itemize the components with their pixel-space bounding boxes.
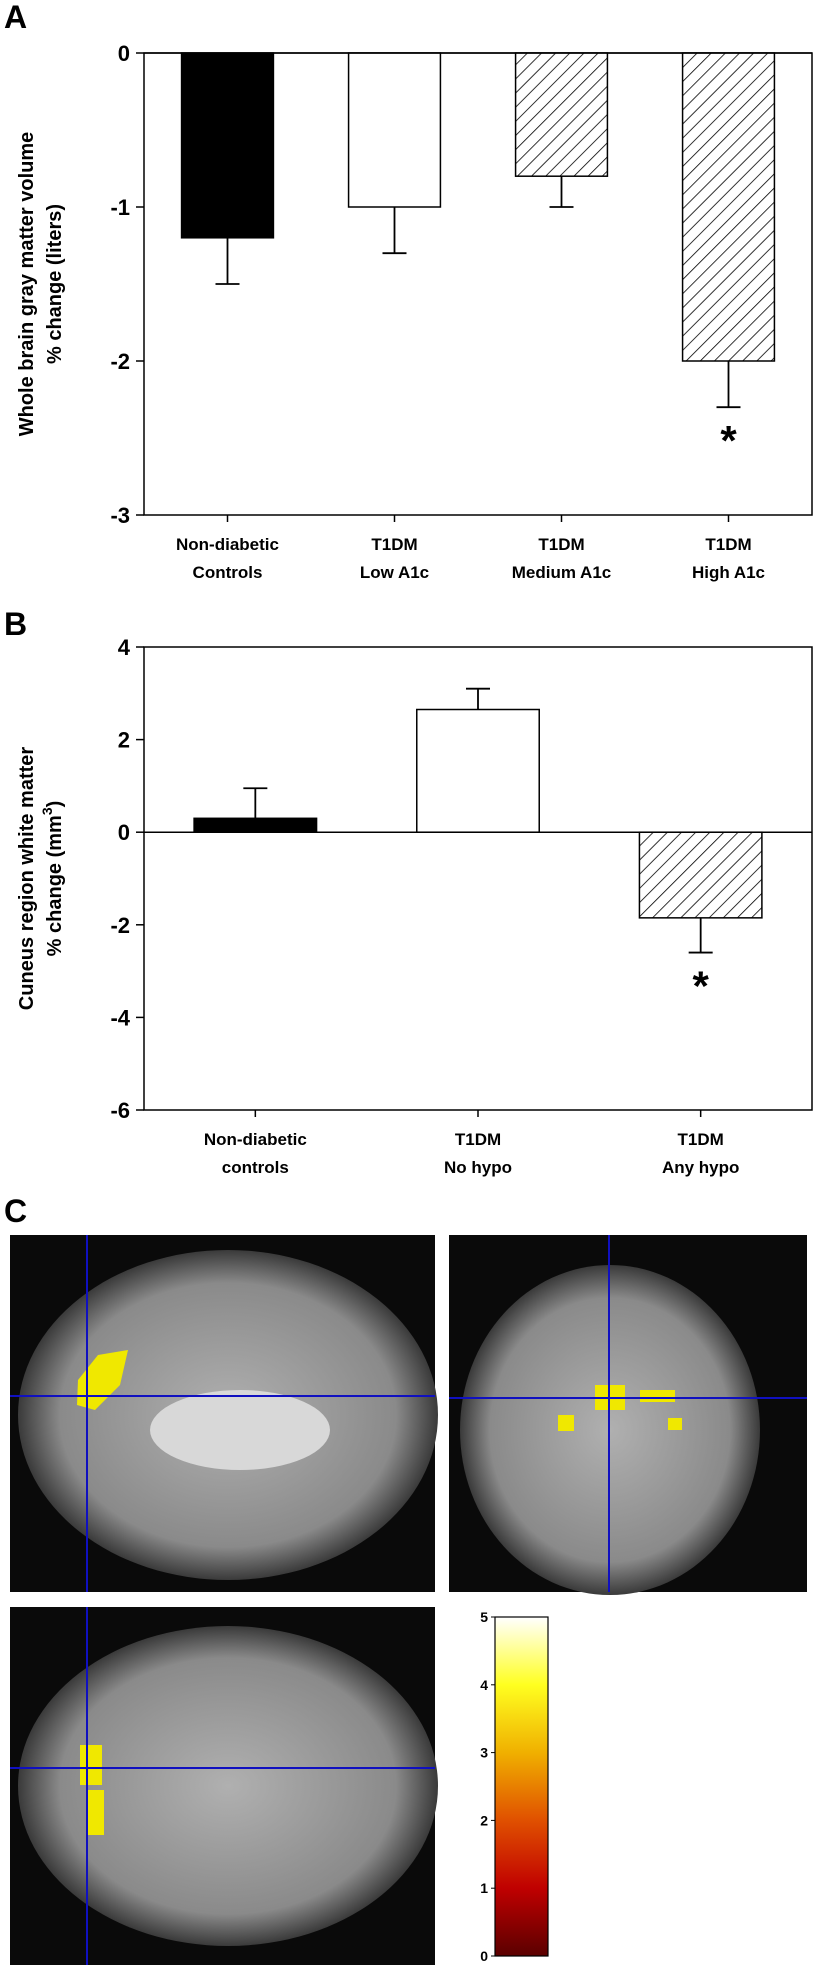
y-tick-label: -1: [110, 195, 130, 220]
bar: [416, 708, 540, 833]
coronal-image: [449, 1235, 807, 1595]
bar: [638, 831, 763, 919]
x-tick-label: T1DM: [678, 1130, 724, 1149]
y-tick-label: -6: [110, 1098, 130, 1123]
sagittal-image: [10, 1235, 438, 1592]
colorbar-tick-label: 1: [480, 1880, 488, 1896]
y-axis-label: Whole brain gray matter volume: [16, 132, 38, 437]
y-tick-label: 4: [118, 635, 131, 660]
error-bar: [688, 917, 713, 954]
y-tick-label: 0: [118, 820, 130, 845]
panel-label: C: [4, 1193, 27, 1229]
y-tick-label: -2: [110, 349, 130, 374]
y-axis-label: % change (mm3): [39, 801, 66, 957]
panel-label: A: [4, 0, 27, 35]
error-bar: [215, 237, 240, 285]
colorbar-tick-label: 3: [480, 1745, 488, 1761]
colorbar-tick-label: 5: [480, 1609, 488, 1625]
y-tick-label: 2: [118, 728, 130, 753]
bar: [681, 52, 776, 362]
x-tick-label: Medium A1c: [512, 563, 612, 582]
bar: [347, 52, 442, 208]
bar: [514, 52, 609, 177]
y-tick-label: -4: [110, 1005, 130, 1030]
y-axis-label-part: ): [44, 801, 66, 808]
x-tick-label: No hypo: [444, 1158, 512, 1177]
error-bar: [466, 687, 490, 710]
colorbar-tick-label: 2: [480, 1812, 488, 1828]
bar: [193, 817, 318, 833]
error-bar: [382, 207, 407, 255]
x-tick-label: Non-diabetic: [204, 1130, 307, 1149]
colorbar-tick-label: 4: [480, 1677, 488, 1693]
y-axis-label: % change (liters): [44, 204, 66, 364]
y-axis-label-part: % change (mm: [44, 815, 66, 956]
x-tick-label: T1DM: [371, 535, 417, 554]
bar: [180, 52, 275, 239]
error-bar: [716, 361, 741, 409]
axial-image: [10, 1607, 438, 1965]
x-tick-label: T1DM: [705, 535, 751, 554]
x-tick-label: Non-diabetic: [176, 535, 279, 554]
x-tick-label: controls: [222, 1158, 289, 1177]
x-tick-label: Any hypo: [662, 1158, 739, 1177]
error-bar: [549, 176, 574, 208]
panel-label: B: [4, 606, 27, 642]
x-tick-label: Low A1c: [360, 563, 429, 582]
annotation: *: [720, 417, 737, 464]
y-axis-label: Cuneus region white matter: [16, 747, 38, 1011]
y-tick-label: -2: [110, 913, 130, 938]
x-tick-label: T1DM: [455, 1130, 501, 1149]
x-tick-label: T1DM: [538, 535, 584, 554]
y-tick-label: -3: [110, 503, 130, 528]
annotation: *: [692, 963, 709, 1010]
y-axis-label-superscript: 3: [39, 807, 55, 815]
y-tick-label: 0: [118, 41, 130, 66]
colorbar-tick-label: 0: [480, 1948, 488, 1964]
error-bar: [243, 787, 268, 819]
colorbar: [494, 1616, 549, 1957]
x-tick-label: Controls: [193, 563, 263, 582]
x-tick-label: High A1c: [692, 563, 765, 582]
